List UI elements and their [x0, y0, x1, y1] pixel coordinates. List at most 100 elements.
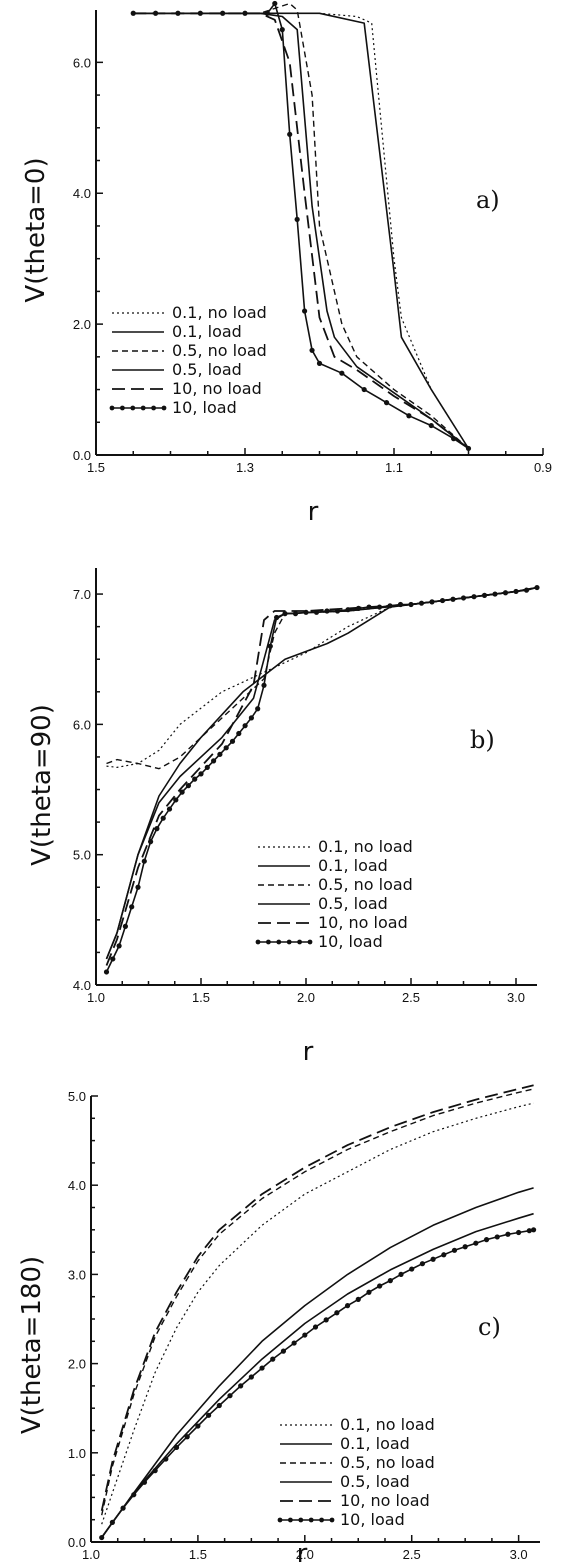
series-point	[135, 884, 141, 890]
series-point	[473, 1240, 479, 1246]
series-point	[502, 590, 509, 596]
series-point	[160, 815, 166, 821]
y-tick-label: 1.0	[68, 1446, 86, 1461]
series-point	[287, 131, 293, 137]
x-tick-label: 3.0	[507, 990, 525, 1005]
series-point	[280, 1348, 287, 1354]
legend-label: 0.5, load	[172, 360, 242, 379]
series-point	[483, 1237, 490, 1243]
x-tick-label: 1.5	[189, 1547, 207, 1562]
series-point	[383, 400, 390, 406]
series-point	[109, 1519, 115, 1525]
series-line-5	[100, 1084, 534, 1511]
series-point	[261, 682, 267, 688]
series-point	[530, 1227, 537, 1233]
legend-swatch-dot	[161, 405, 167, 411]
legend-swatch-dot	[319, 1517, 324, 1523]
legend-label: 0.1, no load	[340, 1415, 435, 1434]
series-point	[211, 758, 217, 764]
series-point	[122, 923, 128, 929]
series-point	[441, 1252, 447, 1258]
series-point	[116, 943, 122, 949]
series-line-3	[106, 586, 538, 770]
series-point	[223, 745, 229, 751]
series-line-5	[133, 12, 470, 450]
series-point	[217, 751, 223, 757]
series-point	[345, 607, 351, 613]
series-point	[175, 10, 181, 16]
series-point	[267, 643, 273, 649]
series-point	[428, 422, 434, 429]
series-point	[387, 1278, 393, 1284]
y-tick-label: 5.0	[73, 848, 91, 863]
series-point	[361, 386, 367, 393]
legend-swatch-dot	[120, 405, 125, 411]
series-point	[195, 1423, 201, 1429]
panel-c: V(theta=180) r c) 1.0 1.5 2.0 2.5 3.00.01.02…	[17, 1084, 540, 1565]
legend-swatch-dot	[288, 1517, 293, 1523]
legend-label: 10, load	[318, 932, 383, 951]
series-point	[238, 1383, 244, 1389]
series-point	[429, 599, 435, 605]
x-tick-label: 1.0	[82, 1547, 100, 1562]
series-point	[110, 956, 116, 962]
x-tick-label: 1.5	[192, 990, 210, 1005]
series-point	[398, 1271, 404, 1277]
y-tick-label: 4.0	[68, 1178, 86, 1193]
series-point	[430, 1256, 436, 1262]
x-tick-label: 1.1	[385, 460, 403, 475]
series-point	[397, 601, 404, 608]
series-point	[130, 10, 136, 16]
series-point	[141, 1479, 148, 1485]
series-point	[185, 783, 191, 789]
series-point	[339, 370, 345, 376]
series-line-1	[101, 1102, 534, 1525]
series-point	[494, 1234, 500, 1240]
series-point	[439, 597, 446, 604]
x-tick-label: 2.0	[297, 990, 315, 1005]
series-line-6	[101, 1229, 534, 1538]
x-tick-label: 1.3	[236, 460, 254, 475]
legend-swatch-dot	[266, 939, 271, 945]
series-point	[282, 611, 288, 617]
x-tick-label: 2.5	[403, 1547, 421, 1562]
series-point	[418, 600, 425, 606]
series-point	[205, 1412, 212, 1418]
series-point	[323, 1317, 329, 1323]
series-point	[471, 594, 477, 600]
legend-label: 10, no load	[172, 379, 262, 398]
legend-label: 10, load	[340, 1510, 405, 1529]
x-tick-label: 2.0	[296, 1547, 314, 1562]
series-point	[141, 858, 147, 864]
y-tick-label: 5.0	[68, 1089, 86, 1104]
x-tick-label: 1.0	[87, 990, 105, 1005]
series-point	[99, 1534, 105, 1541]
y-tick-label: 6.0	[73, 55, 91, 70]
series-point	[334, 608, 341, 614]
series-point	[366, 604, 372, 610]
x-axis-label: r	[297, 1539, 308, 1565]
x-tick-label: 2.5	[402, 990, 420, 1005]
series-point	[179, 789, 185, 795]
series-point	[406, 413, 412, 419]
legend-swatch-dot	[307, 939, 313, 945]
series-point	[173, 797, 179, 803]
series-point	[173, 1444, 180, 1451]
legend-swatch-dot	[276, 939, 282, 945]
legend-label: 0.5, no load	[318, 875, 413, 894]
series-point	[274, 614, 280, 621]
series-point	[302, 308, 308, 314]
series-point	[505, 1231, 511, 1237]
legend-label: 10, no load	[318, 913, 408, 932]
series-point	[259, 1365, 265, 1371]
y-tick-label: 0.0	[73, 448, 91, 463]
series-point	[279, 27, 285, 33]
x-tick-label: 0.9	[534, 460, 552, 475]
series-line-3	[133, 2, 469, 450]
y-tick-label: 4.0	[73, 978, 91, 993]
series-point	[152, 1468, 158, 1474]
series-point	[248, 715, 254, 721]
